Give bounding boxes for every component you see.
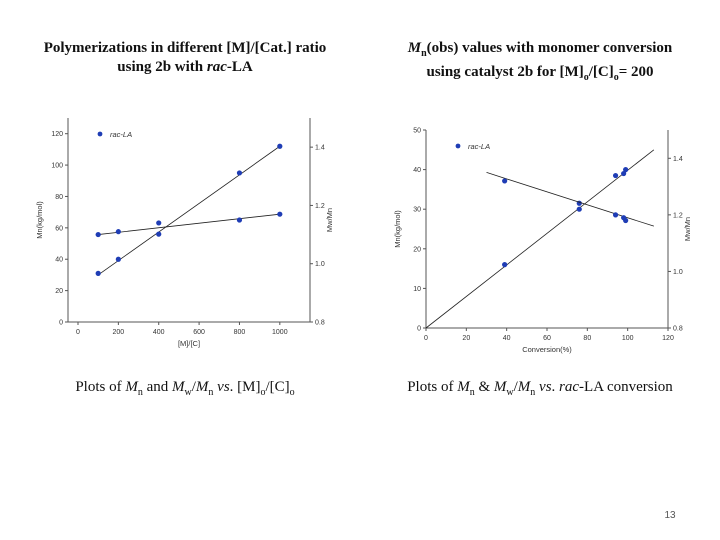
x-tick-label: 0 [424, 335, 428, 342]
data-point-mwmn [623, 217, 629, 224]
y-axis-title: Mn(kg/mol) [35, 201, 44, 239]
data-point-mn [612, 172, 619, 179]
y2-tick-label: 0.8 [315, 320, 325, 327]
y2-tick-label: 1.2 [673, 212, 683, 219]
data-point-mn [623, 167, 629, 173]
data-point-mn [156, 231, 162, 237]
y2-tick-label: 1.0 [673, 269, 683, 276]
x-tick-label: 0 [76, 329, 80, 336]
y-tick-label: 80 [55, 194, 63, 201]
y-tick-label: 120 [51, 131, 63, 138]
y2-tick-label: 1.2 [315, 203, 325, 210]
page-number: 13 [664, 510, 676, 521]
y2-axis-title: Mw/Mn [325, 208, 334, 232]
x-tick-label: 60 [543, 335, 551, 342]
y-tick-label: 0 [417, 326, 421, 333]
x-tick-label: 40 [503, 335, 511, 342]
data-point-mwmn [576, 206, 582, 212]
x-tick-label: 120 [662, 335, 674, 342]
legend-label: rac-LA [110, 130, 132, 139]
data-point-mn [95, 270, 101, 276]
right-chart-heading: Mn(obs) values with monomer conversion u… [365, 39, 715, 87]
data-point-mn [502, 262, 508, 268]
x-tick-label: 600 [193, 329, 205, 336]
y-tick-label: 20 [413, 246, 421, 253]
data-point-mn [277, 143, 283, 149]
fit-line-mn [97, 145, 281, 276]
x-tick-label: 400 [153, 329, 165, 336]
y-tick-label: 60 [55, 225, 63, 232]
y-tick-label: 20 [55, 288, 63, 295]
data-point-mwmn [115, 229, 121, 235]
right-heading-line2: using catalyst 2b for [M]o/[C]o= 200 [426, 64, 654, 83]
y-tick-label: 30 [413, 207, 421, 214]
data-point-mwmn [277, 211, 283, 217]
y-axis-title: Mn(kg/mol) [393, 210, 402, 248]
legend-marker [455, 143, 461, 149]
x-axis-title: [M]/[C] [178, 339, 200, 348]
legend-marker [97, 131, 103, 137]
data-point-mwmn [236, 217, 243, 223]
y-tick-label: 100 [51, 163, 63, 170]
left-chart-heading: Polymerizations in different [M]/[Cat.] … [10, 39, 360, 77]
left-chart-caption: Plots of Mn and Mw/Mn vs. [M]o/[C]o [75, 379, 295, 398]
x-axis-title: Conversion(%) [522, 345, 572, 354]
y2-tick-label: 1.4 [315, 145, 325, 152]
y-tick-label: 50 [413, 128, 421, 135]
x-tick-label: 80 [583, 335, 591, 342]
legend-label: rac-LA [468, 142, 490, 151]
y-tick-label: 0 [59, 320, 63, 327]
y2-axis-title: Mw/Mn [683, 217, 692, 241]
y2-tick-label: 1.0 [315, 261, 325, 268]
left-heading-line2: using 2b with rac-LA [117, 59, 253, 75]
data-point-mwmn [502, 178, 508, 184]
y2-tick-label: 1.4 [673, 156, 683, 163]
fit-line-mwmn [486, 172, 655, 227]
data-point-mwmn [156, 220, 162, 226]
x-tick-label: 100 [622, 335, 634, 342]
data-point-mn [621, 170, 627, 177]
fit-line-mwmn [98, 213, 280, 235]
data-point-mwmn [95, 231, 101, 238]
x-tick-label: 200 [113, 329, 125, 336]
data-point-mn [115, 256, 121, 262]
fit-line-mn [425, 149, 655, 329]
x-tick-label: 20 [462, 335, 470, 342]
y2-tick-label: 0.8 [673, 326, 683, 333]
right-heading-line1: Mn(obs) values with monomer conversion [407, 40, 673, 59]
y-tick-label: 40 [55, 257, 63, 264]
x-tick-label: 800 [234, 329, 246, 336]
y-tick-label: 40 [413, 167, 421, 174]
right-chart-caption: Plots of Mn & Mw/Mn vs. rac-LA conversio… [407, 379, 673, 398]
data-point-mwmn [612, 212, 619, 218]
y-tick-label: 10 [413, 286, 421, 293]
left-heading-line1: Polymerizations in different [M]/[Cat.] … [43, 40, 327, 56]
x-tick-label: 1000 [272, 329, 288, 336]
data-point-mn [236, 170, 243, 176]
